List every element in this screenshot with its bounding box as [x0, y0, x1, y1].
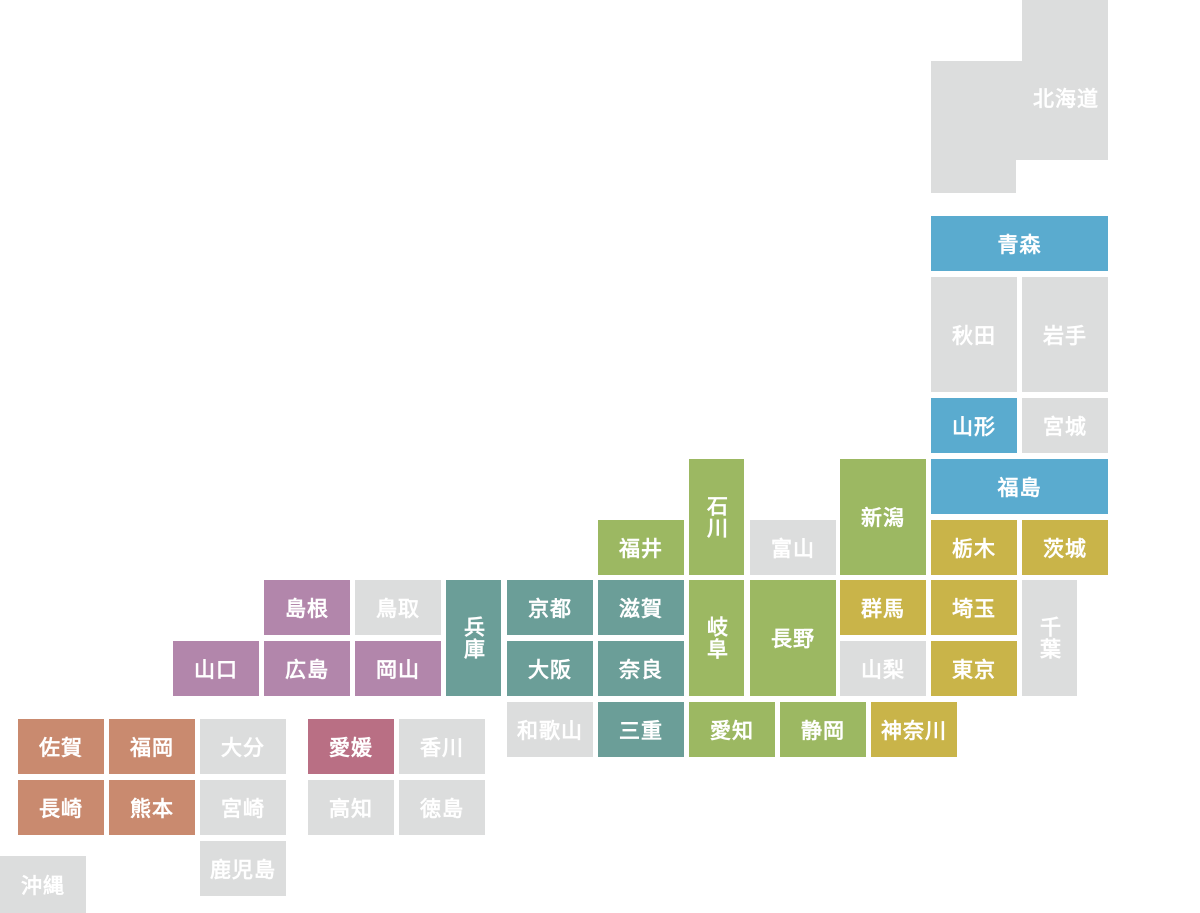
prefecture-tile[interactable]: 奈良	[598, 641, 684, 696]
prefecture-tile[interactable]: 長崎	[18, 780, 104, 835]
prefecture-tile[interactable]: 栃木	[931, 520, 1017, 575]
prefecture-tile[interactable]: 鳥取	[355, 580, 441, 635]
prefecture-tile[interactable]: 群馬	[840, 580, 926, 635]
prefecture-tile[interactable]: 三重	[598, 702, 684, 757]
prefecture-tile[interactable]: 兵庫	[446, 580, 501, 696]
prefecture-tile[interactable]: 石川	[689, 459, 744, 575]
prefecture-tile[interactable]: 静岡	[780, 702, 866, 757]
prefecture-tile[interactable]: 愛知	[689, 702, 775, 757]
prefecture-tile[interactable]: 東京	[931, 641, 1017, 696]
prefecture-tile[interactable]: 和歌山	[507, 702, 593, 757]
prefecture-tile[interactable]: 愛媛	[308, 719, 394, 774]
hokkaido-shape[interactable]	[931, 0, 1108, 193]
prefecture-tile[interactable]: 千葉	[1022, 580, 1077, 696]
prefecture-tile[interactable]: 岐阜	[689, 580, 744, 696]
prefecture-tile[interactable]: 山形	[931, 398, 1017, 453]
prefecture-tile[interactable]: 山口	[173, 641, 259, 696]
prefecture-tile[interactable]: 富山	[750, 520, 836, 575]
prefecture-tile[interactable]: 滋賀	[598, 580, 684, 635]
prefecture-tile[interactable]: 青森	[931, 216, 1108, 271]
prefecture-tile[interactable]: 新潟	[840, 459, 926, 575]
prefecture-tile[interactable]: 宮城	[1022, 398, 1108, 453]
prefecture-tile[interactable]: 茨城	[1022, 520, 1108, 575]
prefecture-tile[interactable]: 高知	[308, 780, 394, 835]
prefecture-tile[interactable]: 長野	[750, 580, 836, 696]
prefecture-label[interactable]: 北海道	[1033, 87, 1099, 111]
prefecture-tile[interactable]: 山梨	[840, 641, 926, 696]
prefecture-tile[interactable]: 沖縄	[0, 856, 86, 913]
prefecture-tile[interactable]: 岩手	[1022, 277, 1108, 392]
prefecture-tile[interactable]: 熊本	[109, 780, 195, 835]
prefecture-tile[interactable]: 宮崎	[200, 780, 286, 835]
prefecture-tile[interactable]: 香川	[399, 719, 485, 774]
prefecture-tile[interactable]: 佐賀	[18, 719, 104, 774]
prefecture-tile[interactable]: 京都	[507, 580, 593, 635]
prefecture-tile[interactable]: 秋田	[931, 277, 1017, 392]
prefecture-tile[interactable]: 大阪	[507, 641, 593, 696]
prefecture-tile[interactable]: 福井	[598, 520, 684, 575]
prefecture-tile[interactable]: 広島	[264, 641, 350, 696]
prefecture-tile[interactable]: 神奈川	[871, 702, 957, 757]
prefecture-tile[interactable]: 大分	[200, 719, 286, 774]
prefecture-tile[interactable]: 埼玉	[931, 580, 1017, 635]
prefecture-tile[interactable]: 鹿児島	[200, 841, 286, 896]
prefecture-tile[interactable]: 福島	[931, 459, 1108, 514]
prefecture-tile[interactable]: 島根	[264, 580, 350, 635]
prefecture-tile[interactable]: 岡山	[355, 641, 441, 696]
prefecture-tile[interactable]: 徳島	[399, 780, 485, 835]
prefecture-tile[interactable]: 福岡	[109, 719, 195, 774]
